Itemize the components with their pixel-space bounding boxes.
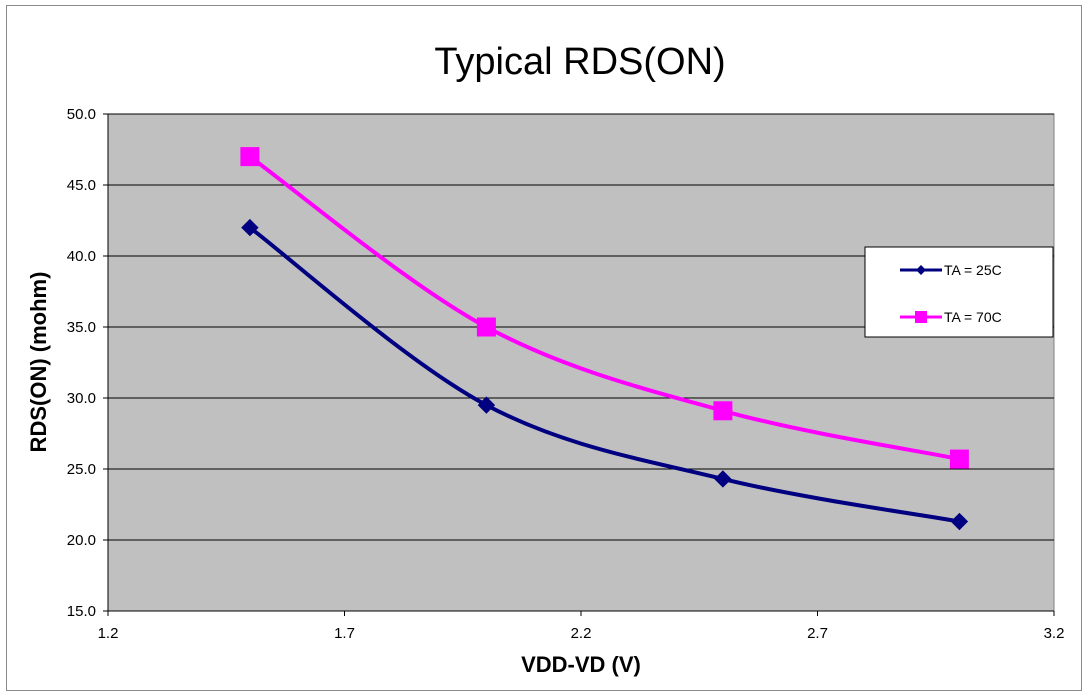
y-tick-label: 45.0 xyxy=(67,177,96,194)
x-tick-label: 2.7 xyxy=(807,625,828,642)
chart-title: Typical RDS(ON) xyxy=(434,41,725,83)
grid-lines xyxy=(108,113,1054,541)
x-tick-label: 1.2 xyxy=(98,625,119,642)
x-tick-label: 3.2 xyxy=(1044,625,1065,642)
series-markers xyxy=(240,147,969,531)
legend: TA = 25C TA = 70C xyxy=(864,246,1054,338)
x-axis-title: VDD-VD (V) xyxy=(521,652,641,677)
legend-marker xyxy=(916,265,926,275)
legend-label: TA = 25C xyxy=(944,262,1002,278)
y-tick-label: 40.0 xyxy=(67,248,96,265)
legend-label: TA = 70C xyxy=(944,309,1002,325)
y-tick-label: 50.0 xyxy=(67,106,96,123)
plot-area xyxy=(107,113,1055,612)
data-point-series-2 xyxy=(240,147,260,167)
y-tick-label: 25.0 xyxy=(67,461,96,478)
data-point-series-1 xyxy=(950,512,969,531)
y-tick-label: 35.0 xyxy=(67,319,96,336)
y-tick-label: 30.0 xyxy=(67,390,96,407)
x-tick-label: 1.7 xyxy=(334,625,355,642)
data-point-series-2 xyxy=(949,449,969,469)
y-axis-title: RDS(ON) (mohm) xyxy=(26,272,51,453)
data-point-series-1 xyxy=(714,470,732,488)
x-tick-label: 2.2 xyxy=(571,625,592,642)
y-axis-ticks: 15.0 20.0 25.0 30.0 35.0 40.0 45.0 50.0 xyxy=(67,106,109,620)
series-line-2 xyxy=(247,154,962,462)
y-tick-label: 15.0 xyxy=(67,603,96,620)
data-point-series-2 xyxy=(476,317,496,337)
data-point-series-1 xyxy=(241,218,259,237)
legend-box xyxy=(864,246,1054,338)
series-lines xyxy=(247,154,962,524)
data-point-series-2 xyxy=(713,401,733,421)
y-tick-label: 20.0 xyxy=(67,532,96,549)
x-axis-ticks: 1.2 1.7 2.2 2.7 3.2 xyxy=(98,610,1065,642)
data-point-series-1 xyxy=(477,396,496,414)
legend-marker xyxy=(915,311,927,323)
series-line-1 xyxy=(247,225,962,524)
